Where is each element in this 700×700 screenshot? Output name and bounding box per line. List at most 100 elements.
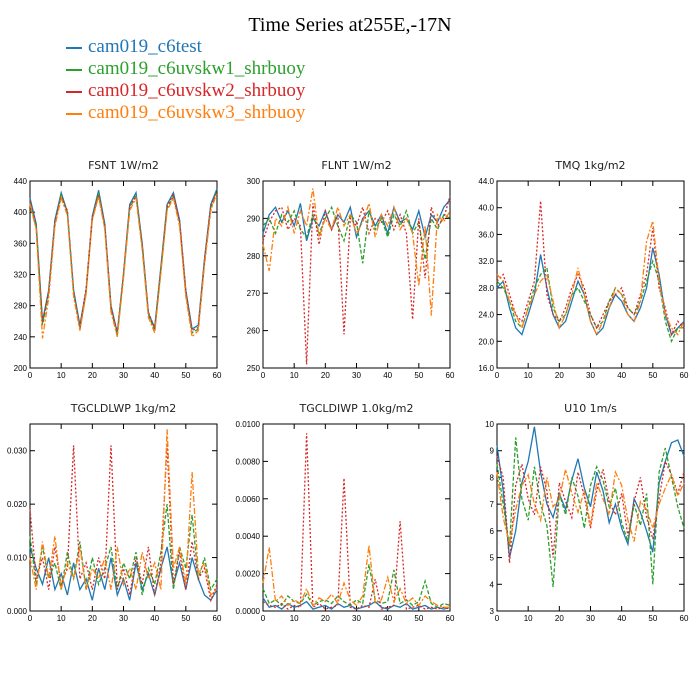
legend-line-icon [66,46,82,49]
y-tick-label: 200 [14,364,28,373]
y-tick-label: 0.000 [7,607,28,616]
y-tick-label: 260 [247,327,261,336]
x-tick-label: 40 [150,371,159,380]
panel-title: U10 1m/s [564,402,617,415]
x-tick-label: 60 [446,371,455,380]
y-tick-label: 250 [247,364,261,373]
series-line-cam019_c6uvskw1_shrbuoy [496,437,685,588]
series-line-cam019_c6uvskw3_shrbuoy [262,188,451,316]
x-tick-label: 10 [57,614,66,623]
x-tick-label: 60 [213,614,222,623]
y-tick-label: 7 [490,500,495,509]
y-tick-label: 16.0 [478,364,494,373]
y-tick-label: 28.0 [478,284,494,293]
plot-frame [262,180,451,369]
y-tick-label: 4 [490,580,495,589]
x-tick-label: 0 [261,614,266,623]
legend-entry-uvskw2: cam019_c6uvskw2_shrbuoy [66,80,305,102]
y-tick-label: 0.0000 [236,607,261,616]
y-tick-label: 290 [247,214,261,223]
y-tick-label: 3 [490,607,495,616]
series-line-cam019_c6uvskw3_shrbuoy [496,469,685,545]
legend-entry-uvskw1: cam019_c6uvskw1_shrbuoy [66,58,305,80]
y-tick-label: 400 [14,208,28,217]
y-tick-label: 0.0080 [236,457,261,466]
y-tick-label: 20.0 [478,337,494,346]
series-line-cam019_c6uvskw2_shrbuoy [262,195,451,365]
x-tick-label: 40 [383,371,392,380]
x-tick-label: 30 [119,371,128,380]
y-tick-label: 240 [14,333,28,342]
legend-label: cam019_c6uvskw2_shrbuoy [88,80,306,101]
legend-label: cam019_c6uvskw3_shrbuoy [88,102,306,123]
x-tick-label: 20 [555,614,564,623]
series-line-cam019_c6uvskw3_shrbuoy [29,192,218,339]
x-tick-label: 60 [213,371,222,380]
x-tick-label: 0 [495,614,500,623]
y-tick-label: 0.030 [7,447,28,456]
series-line-cam019_c6uvskw2_shrbuoy [262,433,451,610]
x-tick-label: 30 [586,371,595,380]
x-tick-label: 60 [680,371,689,380]
y-tick-label: 280 [247,252,261,261]
legend-line-icon [66,90,82,93]
y-tick-label: 440 [14,177,28,186]
x-tick-label: 30 [586,614,595,623]
series-line-cam019_c6uvskw2_shrbuoy [496,455,685,563]
x-tick-label: 30 [119,614,128,623]
y-tick-label: 270 [247,289,261,298]
y-tick-label: 280 [14,302,28,311]
y-tick-label: 5 [490,554,495,563]
series-line-cam019_c6uvskw3_shrbuoy [262,545,450,608]
series-line-cam019_c6uvskw1_shrbuoy [262,564,451,609]
series-line-cam019_c6test [29,546,218,602]
panel-title: FSNT 1W/m2 [88,159,159,172]
x-tick-label: 10 [290,371,299,380]
x-tick-label: 50 [414,614,423,623]
x-tick-label: 50 [414,371,423,380]
legend-line-icon [66,112,82,115]
y-tick-label: 0.0040 [236,532,261,541]
x-tick-label: 10 [57,371,66,380]
x-tick-label: 0 [261,371,266,380]
series-line-cam019_c6test [262,597,451,610]
x-tick-label: 10 [524,614,533,623]
legend-entry-uvskw3: cam019_c6uvskw3_shrbuoy [66,102,305,124]
y-tick-label: 0.0020 [236,570,261,579]
y-tick-label: 0.020 [7,500,28,509]
x-tick-label: 20 [88,614,97,623]
x-tick-label: 60 [446,614,455,623]
legend-label: cam019_c6uvskw1_shrbuoy [88,58,306,79]
legend-label: cam019_c6test [88,36,202,57]
panel-title: TMQ 1kg/m2 [554,159,625,172]
x-tick-label: 40 [383,614,392,623]
x-tick-label: 20 [321,371,330,380]
y-tick-label: 6 [490,527,495,536]
series-line-cam019_c6uvskw1_shrbuoy [496,258,684,344]
y-tick-label: 320 [14,271,28,280]
y-tick-label: 36.0 [478,230,494,239]
y-tick-label: 300 [247,177,261,186]
x-tick-label: 10 [524,371,533,380]
y-tick-label: 9 [490,447,495,456]
x-tick-label: 40 [150,614,159,623]
y-tick-label: 32.0 [478,257,494,266]
series-line-cam019_c6uvskw2_shrbuoy [496,200,685,337]
x-tick-label: 30 [352,371,361,380]
figure-title: Time Series at255E,-17N [248,14,452,36]
y-tick-label: 8 [490,473,495,482]
x-tick-label: 0 [495,371,500,380]
series-line-cam019_c6uvskw3_shrbuoy [496,220,685,337]
panel-title: TGCLDIWP 1.0kg/m2 [298,402,413,415]
series-line-cam019_c6uvskw1_shrbuoy [29,504,218,596]
x-tick-label: 20 [88,371,97,380]
legend-entry-c6test: cam019_c6test [66,36,202,58]
y-tick-label: 44.0 [478,177,494,186]
y-tick-label: 24.0 [478,311,494,320]
panel-title: TGCLDLWP 1kg/m2 [70,402,176,415]
panel-title: FLNT 1W/m2 [321,159,391,172]
series-line-cam019_c6test [496,426,685,558]
x-tick-label: 0 [28,614,33,623]
legend-line-icon [66,68,82,71]
